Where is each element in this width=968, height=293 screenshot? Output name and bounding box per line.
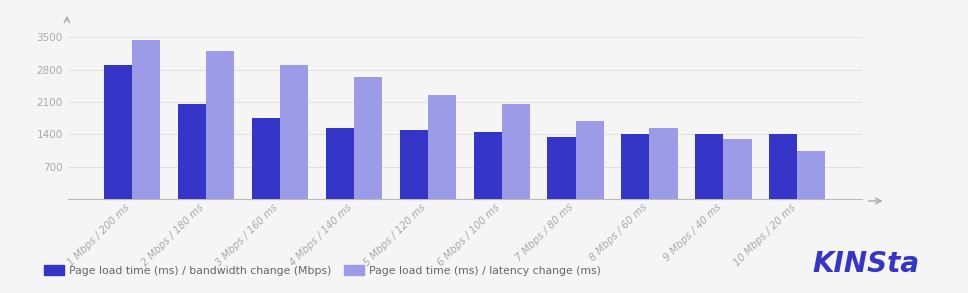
Bar: [723, 139, 751, 199]
Bar: [501, 104, 529, 199]
Bar: [621, 134, 650, 199]
Legend: Page load time (ms) / bandwidth change (Mbps), Page load time (ms) / latency cha: Page load time (ms) / bandwidth change (…: [45, 265, 601, 276]
Bar: [280, 65, 308, 199]
Bar: [548, 137, 576, 199]
Bar: [252, 118, 280, 199]
Bar: [132, 40, 160, 199]
Bar: [206, 51, 234, 199]
Bar: [428, 95, 456, 199]
Bar: [770, 134, 798, 199]
Bar: [650, 127, 678, 199]
Bar: [353, 77, 381, 199]
Text: KINSta: KINSta: [813, 250, 920, 278]
Bar: [473, 132, 501, 199]
Bar: [104, 65, 132, 199]
Bar: [400, 130, 428, 199]
Bar: [325, 127, 353, 199]
Bar: [695, 134, 723, 199]
Bar: [178, 104, 206, 199]
Bar: [576, 121, 604, 199]
Bar: [798, 151, 826, 199]
